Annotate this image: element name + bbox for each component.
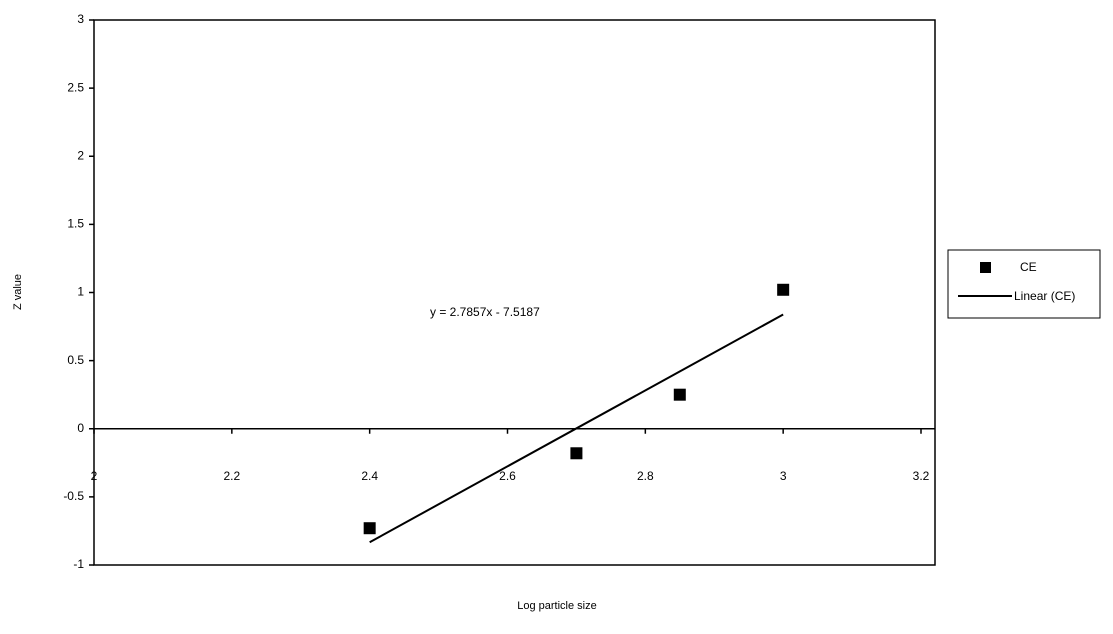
x-tick-label: 3.2 (913, 469, 930, 483)
legend-box (947, 249, 1101, 319)
y-tick-label: -1 (73, 557, 84, 571)
y-tick-label: 0.5 (67, 353, 84, 367)
y-tick-label: 2.5 (67, 80, 84, 94)
y-tick-label: 1 (77, 285, 84, 299)
x-tick-label: 2.8 (637, 469, 654, 483)
legend-label: Linear (CE) (1014, 289, 1075, 303)
x-axis-title: Log particle size (517, 600, 597, 612)
legend-label: CE (1020, 260, 1037, 274)
data-point (570, 447, 583, 460)
y-axis-title: Z value (12, 274, 24, 310)
y-tick-label: 1.5 (67, 217, 84, 231)
y-tick-label: -0.5 (63, 489, 84, 503)
x-tick-label: 2.2 (223, 469, 240, 483)
x-tick-label: 2.6 (499, 469, 516, 483)
x-tick-label: 3 (780, 469, 787, 483)
data-point (673, 388, 686, 401)
y-tick-label: 2 (77, 148, 84, 162)
legend-marker (980, 262, 991, 273)
x-tick-label: 2.4 (361, 469, 378, 483)
y-tick-label: 3 (77, 12, 84, 26)
y-tick-label: 0 (77, 421, 84, 435)
data-point (777, 283, 790, 296)
trendline (369, 313, 784, 544)
x-tick-label: 2 (91, 469, 98, 483)
data-point (363, 522, 376, 535)
trendline-equation: y = 2.7857x - 7.5187 (430, 305, 540, 319)
plot-area (93, 19, 936, 566)
